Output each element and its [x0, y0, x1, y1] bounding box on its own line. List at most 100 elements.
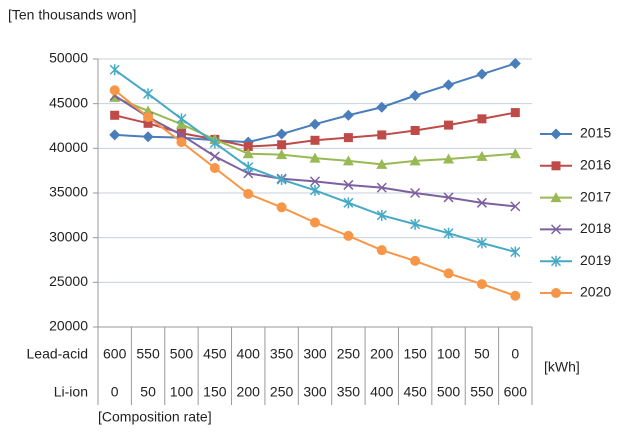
marker — [476, 279, 487, 290]
marker — [476, 68, 488, 80]
x-tick-label: 450 — [203, 346, 227, 362]
legend-label: 2017 — [580, 188, 611, 204]
y-tick-label: 45000 — [49, 94, 88, 110]
marker — [550, 224, 562, 235]
y-tick-label: 40000 — [49, 139, 88, 155]
marker — [410, 255, 421, 266]
marker — [176, 128, 186, 138]
x-tick-label: 350 — [270, 346, 294, 362]
marker — [277, 140, 287, 150]
marker — [550, 255, 562, 267]
marker — [443, 79, 455, 91]
marker — [551, 288, 561, 298]
marker — [343, 197, 354, 209]
y-axis-label: [Ten thousands won] — [8, 7, 136, 23]
marker — [343, 179, 354, 190]
legend-label: 2020 — [580, 284, 611, 300]
x-tick-label: 50 — [140, 384, 156, 400]
marker — [443, 227, 454, 239]
marker — [109, 64, 120, 76]
marker — [510, 246, 521, 258]
x-tick-label: 400 — [237, 346, 261, 362]
marker — [142, 105, 154, 116]
marker — [276, 149, 288, 160]
y-tick-label: 50000 — [49, 50, 88, 66]
marker — [310, 217, 320, 228]
marker — [243, 142, 253, 152]
marker — [110, 110, 120, 120]
x-axis-label: [Composition rate] — [98, 409, 212, 425]
x-tick-label: 300 — [303, 346, 327, 362]
marker — [476, 237, 487, 249]
marker — [410, 187, 421, 199]
x-unit: [kWh] — [544, 359, 580, 375]
marker — [342, 155, 354, 166]
x-tick-label: 150 — [403, 346, 427, 362]
marker — [276, 174, 287, 186]
marker — [176, 129, 187, 140]
marker — [343, 133, 353, 143]
marker — [550, 128, 562, 140]
marker — [510, 290, 521, 301]
marker — [143, 112, 154, 123]
legend-label: 2018 — [580, 220, 611, 236]
x-tick-label: 600 — [504, 384, 528, 400]
marker — [276, 202, 287, 213]
marker — [510, 108, 520, 118]
marker — [409, 155, 421, 166]
marker — [443, 153, 455, 164]
x-tick-label: 400 — [370, 384, 394, 400]
x-tick-label: 250 — [270, 384, 294, 400]
x-tick-label: 500 — [437, 384, 461, 400]
marker — [476, 150, 488, 161]
marker — [376, 209, 387, 221]
marker — [142, 131, 154, 143]
x-tick-label: 550 — [470, 384, 494, 400]
y-tick-label: 20000 — [49, 318, 88, 334]
marker — [109, 129, 121, 141]
x-tick-label: 100 — [437, 346, 461, 362]
x-tick-label: 150 — [203, 384, 227, 400]
legend-label: 2016 — [580, 157, 611, 173]
marker — [143, 118, 153, 128]
y-tick-label: 35000 — [49, 184, 88, 200]
marker — [444, 120, 454, 130]
marker — [209, 137, 220, 149]
marker — [550, 192, 562, 203]
marker — [510, 201, 521, 212]
x-tick-label: 250 — [337, 346, 361, 362]
marker — [243, 161, 254, 173]
x-tick-label: 300 — [303, 384, 327, 400]
marker — [376, 158, 388, 169]
marker — [476, 197, 487, 208]
marker — [309, 176, 321, 187]
marker — [309, 152, 321, 163]
marker — [209, 162, 220, 173]
x-tick-label: 50 — [474, 346, 490, 362]
marker — [410, 125, 420, 135]
category-level-name: Lead-acid — [27, 346, 89, 362]
marker — [376, 101, 388, 113]
category-level-name: Li-ion — [54, 384, 88, 400]
marker — [243, 188, 254, 199]
x-tick-label: 0 — [111, 384, 119, 400]
y-tick-label: 30000 — [49, 228, 88, 244]
legend-label: 2019 — [580, 252, 611, 268]
legend-label: 2015 — [580, 125, 611, 141]
marker — [376, 182, 387, 193]
x-tick-label: 200 — [237, 384, 261, 400]
x-tick-label: 350 — [337, 384, 361, 400]
marker — [410, 218, 421, 230]
marker — [443, 192, 454, 203]
marker — [109, 85, 120, 96]
marker — [309, 118, 321, 130]
marker — [342, 109, 354, 121]
marker — [409, 90, 421, 102]
marker — [310, 135, 320, 145]
marker — [509, 148, 521, 159]
x-tick-label: 100 — [170, 384, 194, 400]
x-tick-label: 550 — [136, 346, 160, 362]
x-tick-label: 0 — [511, 346, 519, 362]
marker — [343, 230, 354, 241]
